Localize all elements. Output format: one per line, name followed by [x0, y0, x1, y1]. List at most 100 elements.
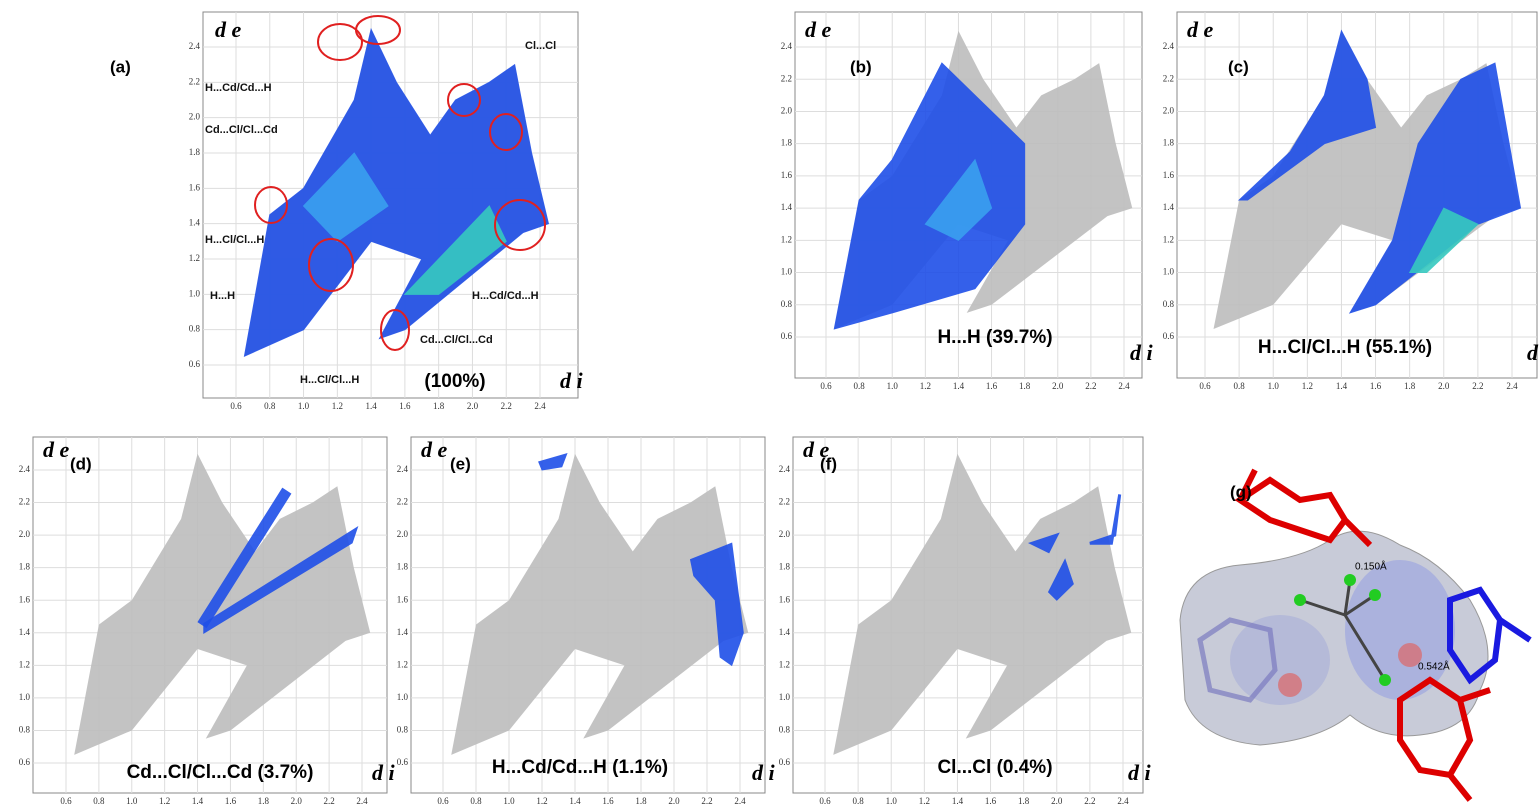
points-highlight [197, 487, 292, 629]
x-tick-label: 2.0 [467, 401, 479, 411]
x-tick-label: 1.0 [126, 796, 138, 805]
y-tick-label: 2.2 [781, 73, 792, 83]
x-tick-label: 2.4 [534, 401, 546, 411]
y-tick-label: 0.8 [19, 725, 31, 735]
x-tick-label: 2.4 [1118, 381, 1130, 391]
x-tick-label: 1.0 [1268, 381, 1280, 391]
fingerprint-panel: 0.6 0.6 0.8 0.8 1.0 1.0 1.2 1.2 1.4 1.4 1.6 1.6 1.8 1… [781, 11, 1154, 391]
fingerprint-panel: 0.6 0.6 0.8 0.8 1.0 1.0 1.2 1.2 1.4 1.4 1.6 1.6 1.8 1… [779, 436, 1152, 805]
molecule-red [1397, 676, 1491, 802]
highlight-ring [494, 199, 546, 251]
y-tick-label: 2.4 [189, 41, 201, 51]
y-tick-label: 1.2 [189, 253, 200, 263]
points-highlight [243, 27, 550, 358]
y-tick-label: 1.8 [19, 562, 31, 572]
y-tick-label: 1.4 [397, 627, 409, 637]
y-tick-label: 2.2 [189, 76, 200, 86]
y-tick-label: 2.0 [779, 529, 791, 539]
x-axis-label: d i [752, 760, 776, 785]
x-tick-label: 0.6 [437, 796, 449, 805]
annotation: Cd...Cl/Cl...Cd [205, 124, 278, 136]
x-tick-label: 2.2 [1085, 381, 1096, 391]
x-tick-label: 2.0 [1438, 381, 1450, 391]
y-tick-label: 1.6 [779, 594, 791, 604]
y-axis-label: d e [1187, 17, 1214, 42]
y-tick-label: 1.0 [19, 692, 31, 702]
y-tick-label: 2.0 [1163, 106, 1175, 116]
x-tick-label: 1.2 [919, 796, 930, 805]
y-tick-label: 2.0 [19, 529, 31, 539]
y-tick-label: 1.0 [189, 288, 201, 298]
molecule-panel: (g) 0.150Å 0.542Å [1179, 468, 1532, 802]
x-tick-label: 1.6 [985, 796, 997, 805]
panel-label: (c) [1228, 57, 1249, 76]
x-tick-label: 1.8 [635, 796, 647, 805]
x-tick-label: 1.6 [399, 401, 411, 411]
x-tick-label: 1.2 [920, 381, 931, 391]
x-tick-label: 1.4 [953, 381, 965, 391]
cl [1369, 589, 1381, 601]
points-highlight [1408, 207, 1479, 274]
x-tick-label: 1.8 [1404, 381, 1416, 391]
y-tick-label: 2.2 [397, 497, 408, 507]
x-tick-label: 1.8 [258, 796, 270, 805]
points-grey [74, 453, 371, 755]
points-highlight [1348, 62, 1522, 314]
caption: (100%) [424, 371, 485, 392]
highlight-ring [254, 186, 288, 224]
caption: H...Cd/Cd...H (1.1%) [492, 757, 668, 778]
y-tick-label: 2.4 [779, 464, 791, 474]
x-tick-label: 1.6 [602, 796, 614, 805]
panel-label: (d) [70, 454, 92, 473]
x-tick-label: 1.4 [569, 796, 581, 805]
x-tick-label: 1.2 [1302, 381, 1313, 391]
y-tick-label: 2.0 [189, 112, 201, 122]
x-tick-label: 0.8 [853, 381, 865, 391]
y-tick-label: 1.0 [779, 692, 791, 702]
x-tick-label: 1.6 [225, 796, 237, 805]
x-tick-label: 1.4 [952, 796, 964, 805]
x-tick-label: 2.0 [668, 796, 680, 805]
points-highlight [1027, 532, 1060, 554]
points-highlight [833, 62, 1026, 330]
highlight-ring [447, 83, 481, 117]
y-axis-label: d e [803, 437, 830, 462]
x-tick-label: 2.2 [701, 796, 712, 805]
y-tick-label: 1.4 [189, 218, 201, 228]
distance: 0.542Å [1418, 660, 1450, 673]
y-axis-label: d e [215, 17, 242, 42]
x-tick-label: 0.6 [230, 401, 242, 411]
y-axis-label: d e [805, 17, 832, 42]
x-tick-label: 2.2 [501, 401, 512, 411]
points-highlight [689, 542, 744, 667]
annotation: H...Cl/Cl...H [205, 234, 264, 246]
y-tick-label: 2.0 [781, 106, 793, 116]
highlight-ring [308, 238, 354, 292]
y-tick-label: 2.2 [1163, 73, 1174, 83]
y-tick-label: 1.4 [19, 627, 31, 637]
cl [1379, 674, 1391, 686]
caption: H...Cl/Cl...H (55.1%) [1258, 337, 1432, 358]
x-tick-label: 0.6 [1199, 381, 1211, 391]
points-highlight [403, 205, 507, 295]
surface-blue [1345, 560, 1455, 700]
x-tick-label: 2.2 [1084, 796, 1095, 805]
y-tick-label: 1.4 [1163, 202, 1175, 212]
x-tick-label: 0.8 [264, 401, 276, 411]
x-tick-label: 1.8 [1018, 796, 1030, 805]
x-tick-label: 2.0 [291, 796, 303, 805]
points-highlight [1047, 558, 1074, 601]
y-tick-label: 1.0 [397, 692, 409, 702]
y-tick-label: 0.8 [781, 299, 793, 309]
contact [1398, 643, 1422, 667]
x-tick-label: 1.6 [986, 381, 998, 391]
y-tick-label: 1.6 [397, 594, 409, 604]
annotation: Cd...Cl/Cl...Cd [420, 334, 493, 346]
fingerprint-panel: 0.6 0.6 0.8 0.8 1.0 1.0 1.2 1.2 1.4 1.4 1.6 1.6 1.8 1… [110, 11, 584, 411]
points-highlight [538, 452, 568, 471]
x-tick-label: 1.8 [1019, 381, 1031, 391]
y-tick-label: 1.8 [397, 562, 409, 572]
x-tick-label: 1.8 [433, 401, 445, 411]
x-tick-label: 0.6 [819, 796, 831, 805]
